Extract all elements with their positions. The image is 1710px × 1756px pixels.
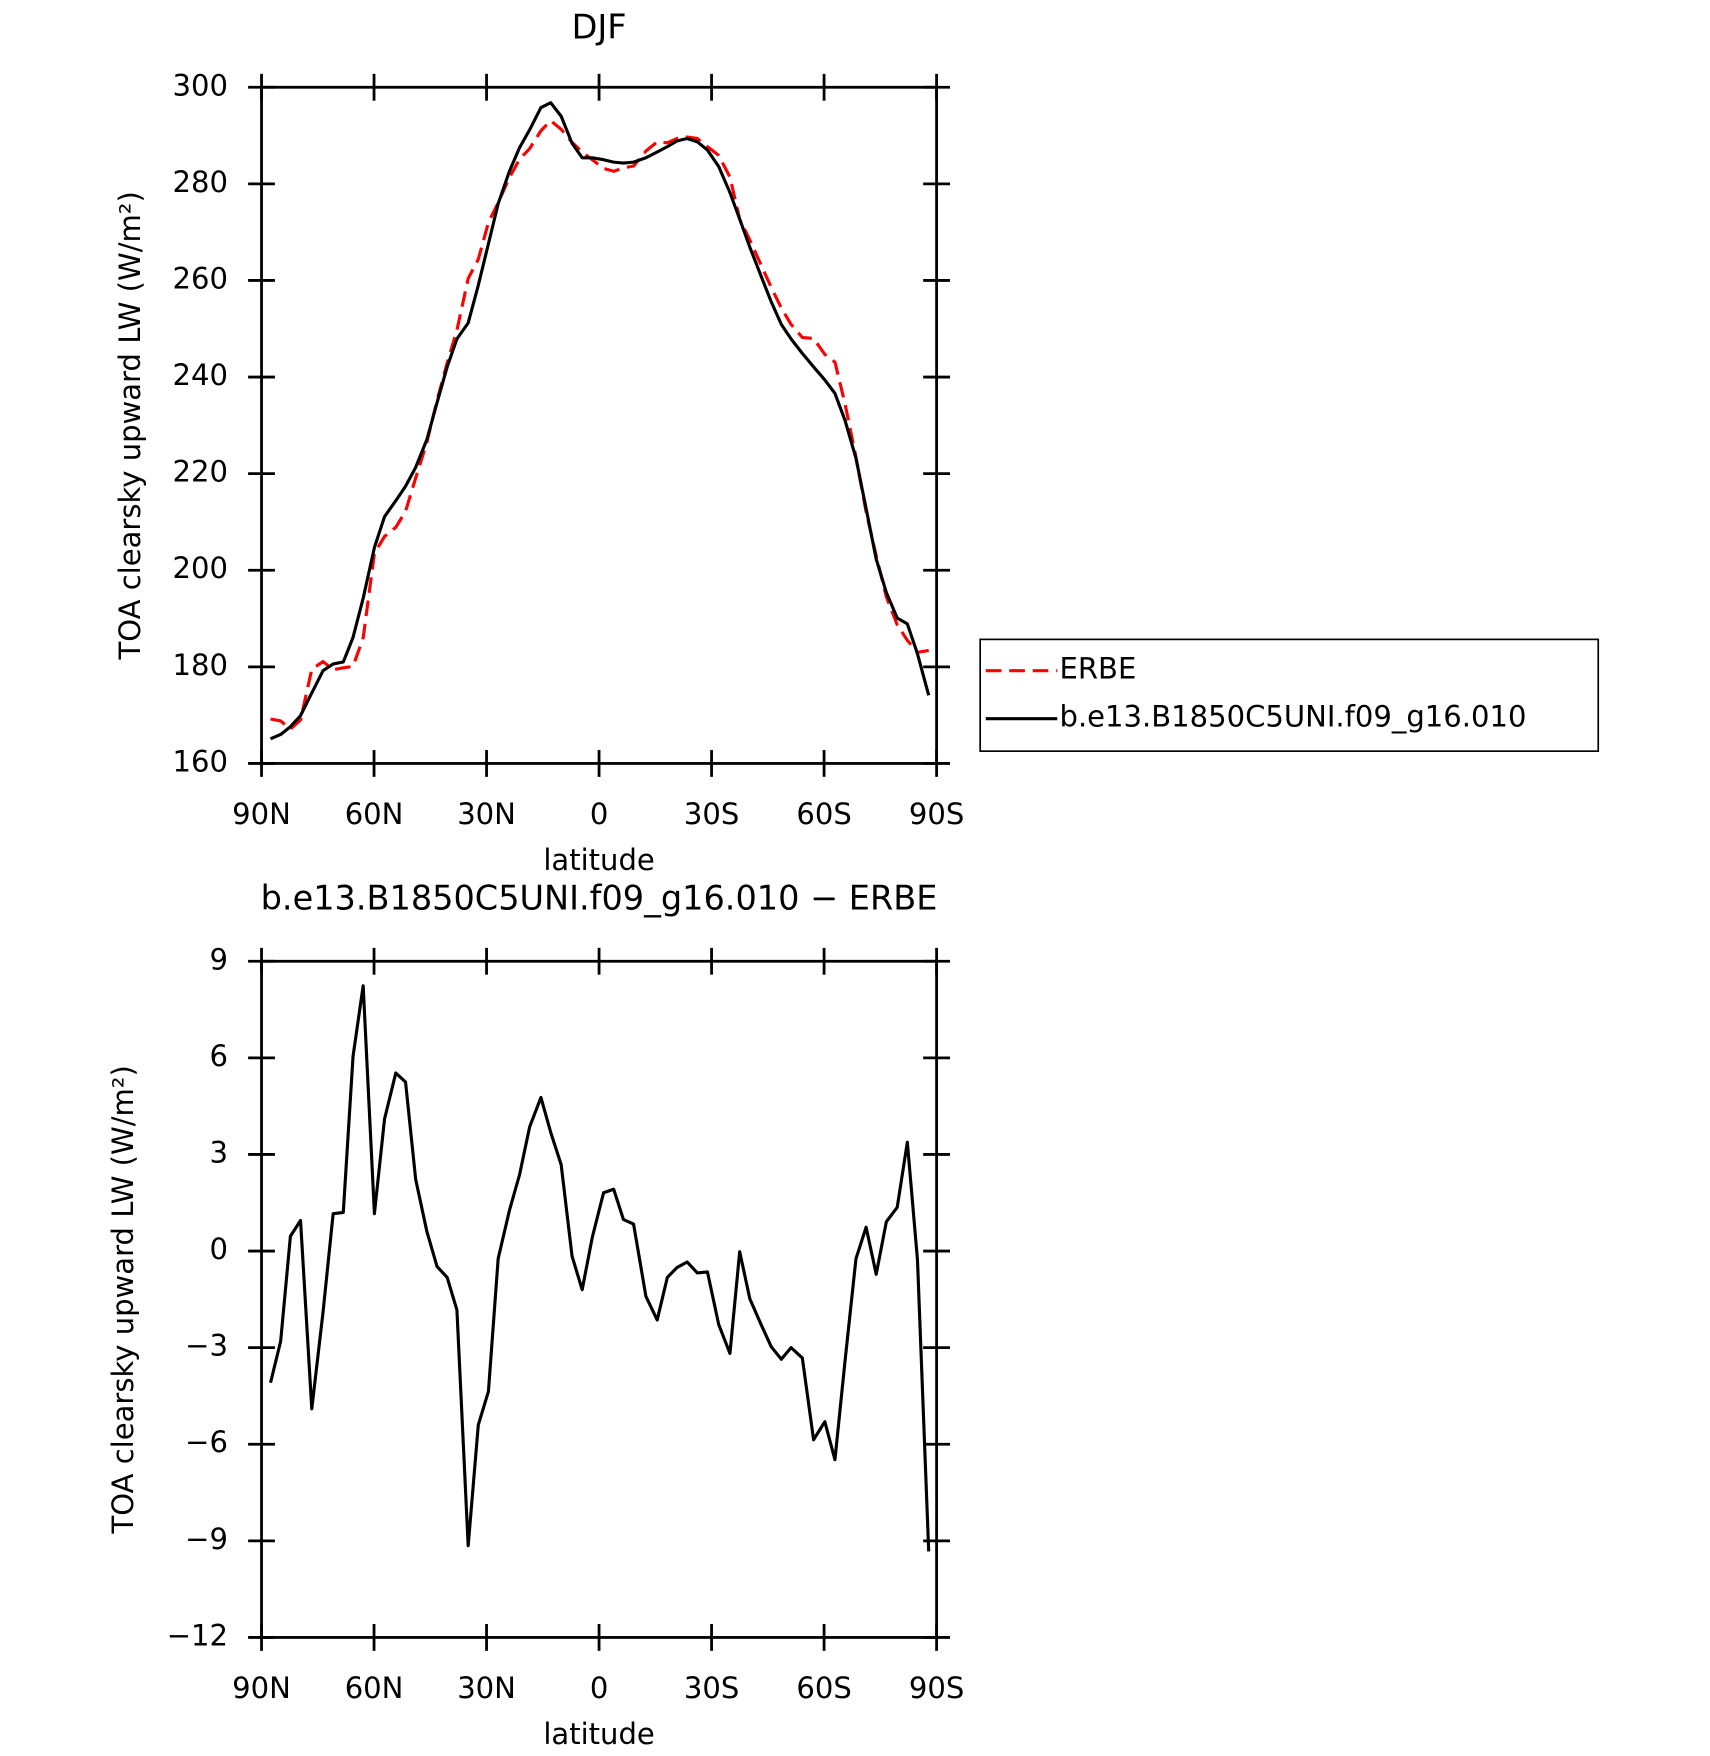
y-tick-label: 260 — [173, 261, 228, 295]
x-tick-label: 60S — [796, 797, 851, 831]
y-tick-label: −6 — [185, 1425, 228, 1459]
plot-frame — [260, 959, 938, 1639]
y-tick-label: 0 — [210, 1232, 228, 1266]
y-tick-label: −3 — [185, 1329, 228, 1363]
y-tick-label: 220 — [173, 455, 228, 489]
x-tick-label: 60N — [345, 797, 404, 831]
x-tick-label: 90N — [232, 797, 291, 831]
y-tick-label: 200 — [173, 551, 228, 585]
legend-label: ERBE — [1060, 652, 1137, 686]
x-tick-label: 0 — [590, 797, 608, 831]
x-tick-label: 30S — [684, 797, 739, 831]
y-tick-label: 180 — [173, 648, 228, 682]
y-tick-label: 300 — [173, 68, 228, 102]
x-tick-label: 30N — [457, 1671, 516, 1705]
y-axis-label: TOA clearsky upward LW (W/m²) — [113, 191, 147, 660]
series-line — [269, 984, 931, 1552]
x-tick-label: 60S — [796, 1671, 851, 1705]
y-tick-label: −12 — [167, 1618, 228, 1652]
legend-label: b.e13.B1850C5UNI.f09_g16.010 — [1060, 700, 1527, 734]
y-tick-label: 280 — [173, 165, 228, 199]
y-axis-label: TOA clearsky upward LW (W/m²) — [106, 1065, 140, 1534]
x-tick-label: 30N — [457, 797, 516, 831]
y-tick-label: 9 — [210, 942, 228, 976]
x-tick-label: 90N — [232, 1671, 291, 1705]
x-tick-label: 90S — [909, 797, 964, 831]
x-tick-label: 30S — [684, 1671, 739, 1705]
y-tick-label: −9 — [185, 1522, 228, 1556]
series-line — [269, 101, 931, 741]
x-axis-label: latitude — [543, 843, 654, 877]
series-line — [270, 119, 929, 731]
x-tick-label: 90S — [909, 1671, 964, 1705]
plot-frame — [260, 85, 938, 765]
y-tick-label: 6 — [210, 1039, 228, 1073]
chart-title: b.e13.B1850C5UNI.f09_g16.010 − ERBE — [261, 878, 938, 917]
y-tick-label: 240 — [173, 358, 228, 392]
x-axis-label: latitude — [543, 1717, 654, 1751]
y-tick-label: 160 — [173, 744, 228, 778]
legend-box — [979, 638, 1600, 752]
y-tick-label: 3 — [210, 1135, 228, 1169]
chart-title: DJF — [572, 8, 627, 47]
x-tick-label: 0 — [590, 1671, 608, 1705]
x-tick-label: 60N — [345, 1671, 404, 1705]
